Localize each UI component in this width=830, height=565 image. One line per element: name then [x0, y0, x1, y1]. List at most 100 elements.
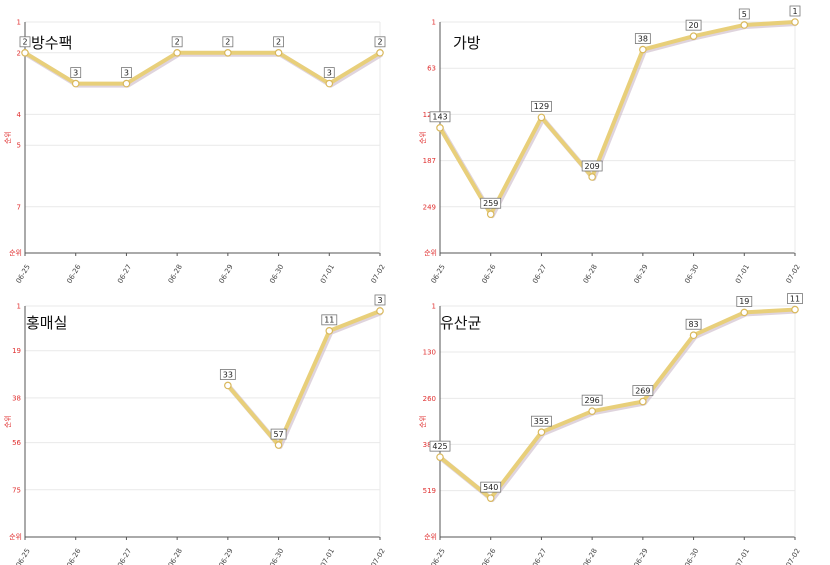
data-label-box: [70, 67, 82, 78]
x-tick-label: 06-28: [167, 263, 184, 285]
y-axis-title: 순위: [419, 415, 427, 428]
data-label-box: [270, 428, 287, 440]
y-tick-label: 187: [423, 157, 436, 165]
data-label-box: [480, 481, 502, 493]
data-label-box: [581, 394, 603, 406]
data-label-box: [632, 385, 654, 396]
data-point: [274, 441, 283, 449]
x-tick-label: 06-25: [430, 263, 447, 285]
y-tick-label: 1: [17, 19, 21, 27]
data-point: [740, 21, 749, 29]
y-tick-label: 75: [12, 486, 21, 494]
series-line: [438, 307, 796, 501]
x-tick-label: 06-30: [683, 263, 700, 285]
data-point: [740, 308, 749, 317]
x-tick-label: 06-29: [633, 263, 650, 285]
x-tick-label: 06-25: [15, 263, 32, 285]
data-label-box: [531, 415, 552, 427]
data-label: 143: [432, 113, 447, 122]
data-label-box: [222, 36, 234, 48]
data-label-box: [581, 160, 603, 172]
x-tick-label: 07-01: [734, 547, 751, 565]
x-tick-label: 07-01: [734, 263, 751, 285]
data-point: [588, 407, 596, 415]
y-tick-label: 56: [12, 439, 21, 447]
data-label-box: [738, 8, 750, 20]
data-point: [224, 48, 232, 57]
data-point: [537, 428, 546, 436]
y-tick-label: 130: [423, 348, 436, 356]
data-label: 296: [585, 396, 600, 405]
chart-panel-3: 1 19 38 56 75 순위 순위 06-25 06-26 06-27 06-28 06-29 06…: [0, 292, 400, 565]
data-label-box: [121, 67, 132, 78]
x-tick-label: 06-29: [633, 547, 650, 565]
data-point: [224, 381, 232, 390]
x-tick-label: 06-28: [582, 263, 599, 285]
data-label: 425: [432, 442, 447, 451]
data-point: [639, 397, 647, 406]
x-tick-label: 06-27: [116, 263, 133, 285]
data-point: [436, 453, 444, 461]
data-label: 20: [688, 21, 698, 30]
data-label: 259: [483, 199, 498, 208]
data-label-box: [429, 440, 451, 452]
data-label: 2: [22, 38, 27, 47]
y-tick-label: 519: [423, 487, 436, 495]
data-point: [791, 305, 799, 314]
x-tick-label: 07-02: [785, 547, 802, 565]
y-tick-label: 1: [17, 303, 21, 311]
data-point: [639, 45, 647, 54]
data-label-box: [429, 111, 451, 123]
data-label: 2: [377, 38, 382, 47]
chart-panel-1: 1 2 4 5 7 순위 순위 06-25 06-26 06-27 06-28 06-29 06-30 0…: [0, 8, 400, 285]
y-tick-label: 5: [17, 142, 21, 150]
chart-title: 홍매실: [26, 314, 68, 332]
y-tick-label: 249: [423, 203, 436, 211]
y-tick-label: 7: [17, 203, 21, 211]
data-label: 1: [792, 7, 797, 16]
data-label-box: [736, 296, 753, 307]
data-point: [325, 327, 334, 335]
series-line: [23, 50, 382, 86]
y-tick-label: 38: [12, 394, 21, 402]
x-tick-label: 07-02: [370, 263, 387, 285]
chart-title: 가방: [453, 34, 481, 52]
data-label: 57: [273, 430, 283, 439]
x-tick-label: 07-02: [785, 263, 802, 285]
x-tick-label: 06-30: [268, 263, 285, 285]
data-label-box: [531, 100, 552, 112]
data-point: [537, 113, 546, 122]
data-label: 11: [790, 294, 800, 303]
data-point: [274, 48, 283, 57]
y-tick-label: 63: [427, 65, 436, 73]
chart-title: 방수팩: [31, 34, 73, 52]
y-axis-bottom-label: 순위: [424, 249, 437, 257]
x-tick-label: 06-26: [65, 547, 82, 565]
data-point: [486, 494, 495, 502]
x-tick-label: 06-29: [218, 263, 235, 285]
data-label-box: [789, 5, 801, 17]
data-label-box: [374, 294, 386, 306]
data-label: 3: [327, 68, 332, 77]
data-label: 11: [324, 316, 334, 325]
y-tick-label: 389: [423, 441, 436, 449]
x-tick-label: 06-25: [15, 547, 32, 565]
data-point: [486, 210, 495, 219]
data-label: 3: [124, 68, 129, 77]
data-label-box: [685, 19, 702, 31]
data-label: 2: [225, 38, 230, 47]
series-line: [438, 20, 796, 217]
data-label: 3: [73, 68, 78, 77]
data-point: [71, 79, 80, 88]
x-tick-label: 06-26: [480, 547, 497, 565]
data-label: 269: [635, 386, 650, 395]
y-tick-label: 260: [423, 395, 436, 403]
y-tick-label: 4: [17, 111, 22, 119]
data-label: 19: [739, 297, 749, 306]
data-label: 5: [742, 10, 747, 19]
y-tick-label: 125: [423, 111, 436, 119]
y-axis-title: 순위: [4, 415, 12, 428]
data-label: 129: [534, 102, 549, 111]
